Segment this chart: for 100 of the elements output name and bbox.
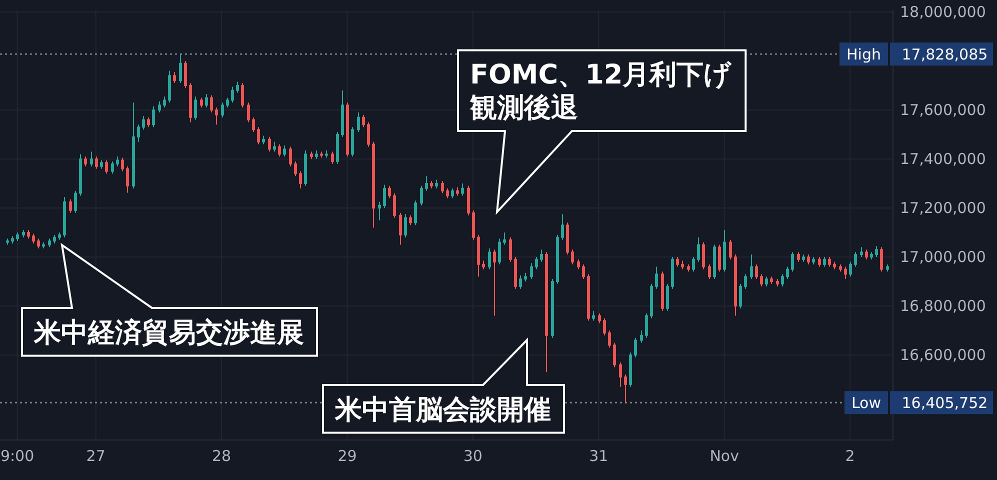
y-tick-label: 17,600,000	[900, 100, 986, 119]
candlestick	[378, 201, 381, 221]
candlestick	[90, 151, 93, 167]
candlestick	[252, 116, 255, 133]
candlestick	[571, 249, 574, 265]
candlestick	[875, 245, 878, 258]
candlestick	[849, 261, 852, 278]
candlestick	[247, 102, 250, 123]
candlestick	[273, 141, 276, 152]
candlestick	[173, 71, 176, 84]
candlestick	[158, 100, 161, 113]
annotation: FOMC、12月利下げ観測後退	[469, 60, 733, 124]
candlestick	[760, 274, 763, 287]
candlestick	[770, 276, 773, 284]
candlestick	[22, 230, 25, 238]
candlestick	[734, 254, 737, 316]
candlestick	[833, 261, 836, 270]
candlestick	[681, 260, 684, 270]
candlestick	[69, 198, 72, 214]
text: Low 16,405,752	[851, 394, 988, 412]
candlestick	[755, 264, 758, 280]
candlestick	[189, 82, 192, 123]
candlestick	[477, 234, 480, 278]
candlestick	[765, 276, 768, 287]
candlestick	[142, 116, 145, 130]
candlestick	[399, 212, 402, 246]
candlestick	[624, 374, 627, 404]
candlestick	[331, 151, 334, 164]
candlestick	[262, 135, 265, 145]
candlestick	[865, 249, 868, 260]
candlestick	[200, 97, 203, 108]
x-tick-label: 27	[86, 447, 106, 465]
x-tick-label: 31	[589, 447, 608, 465]
x-tick-label: 9:00	[0, 447, 34, 465]
candlestick	[357, 112, 360, 133]
candlestick	[268, 136, 271, 152]
candlestick	[729, 239, 732, 260]
candlestick	[582, 264, 585, 280]
candlestick	[818, 256, 821, 268]
candlestick	[179, 54, 182, 84]
candlestick	[598, 312, 601, 324]
candlestick	[294, 160, 297, 177]
candlestick	[132, 102, 135, 189]
candlestick	[786, 266, 789, 280]
candlestick	[236, 81, 239, 94]
candlestick	[32, 233, 35, 244]
candlestick	[687, 264, 690, 272]
candlestick	[535, 256, 538, 270]
candlestick	[645, 312, 648, 338]
candlestick	[603, 318, 606, 336]
candlestick	[194, 96, 197, 120]
candlestick	[482, 260, 485, 270]
candlestick	[27, 230, 30, 240]
candlestick	[152, 106, 155, 128]
candlestick	[42, 242, 45, 249]
x-tick-label: 28	[212, 447, 232, 465]
candlestick	[723, 230, 726, 272]
candlestick	[16, 232, 19, 242]
candlestick	[613, 342, 616, 368]
candlestick	[111, 160, 114, 174]
candlestick	[634, 337, 637, 358]
candlestick	[451, 188, 454, 199]
candlestick	[530, 262, 533, 280]
candlestick	[121, 157, 124, 172]
candlestick	[441, 180, 444, 194]
candlestick	[807, 254, 810, 265]
candlestick	[692, 256, 695, 272]
candlestick	[592, 310, 595, 322]
candlestick	[325, 150, 328, 158]
candlestick	[619, 362, 622, 388]
candlestick	[488, 248, 491, 270]
candlestick	[886, 264, 889, 272]
candlestick	[739, 283, 742, 309]
candlestick	[84, 156, 87, 167]
candlestick	[702, 242, 705, 270]
candlestick	[414, 200, 417, 226]
candlestick	[299, 170, 302, 189]
candlestick	[383, 184, 386, 208]
candlestick	[828, 256, 831, 268]
candlestick	[870, 252, 873, 260]
x-tick-label: 30	[463, 447, 482, 465]
candlestick	[126, 166, 129, 194]
candlestick	[781, 274, 784, 287]
candlestick	[776, 278, 779, 287]
candlestick	[53, 234, 56, 244]
candlestick	[100, 160, 103, 170]
candlestick	[509, 236, 512, 262]
x-tick-label: Nov	[710, 447, 740, 465]
candlestick	[137, 124, 140, 142]
candlestick	[744, 274, 747, 290]
candlestick	[393, 192, 396, 218]
annotation: 米中経済貿易交渉進展	[33, 317, 304, 348]
candlestick	[116, 156, 119, 167]
candlestick	[388, 185, 391, 199]
candlestick	[289, 146, 292, 167]
candlestick	[791, 252, 794, 272]
candlestick	[797, 252, 800, 262]
candlestick	[446, 188, 449, 199]
candlestick	[320, 151, 323, 158]
candlestick	[608, 330, 611, 348]
